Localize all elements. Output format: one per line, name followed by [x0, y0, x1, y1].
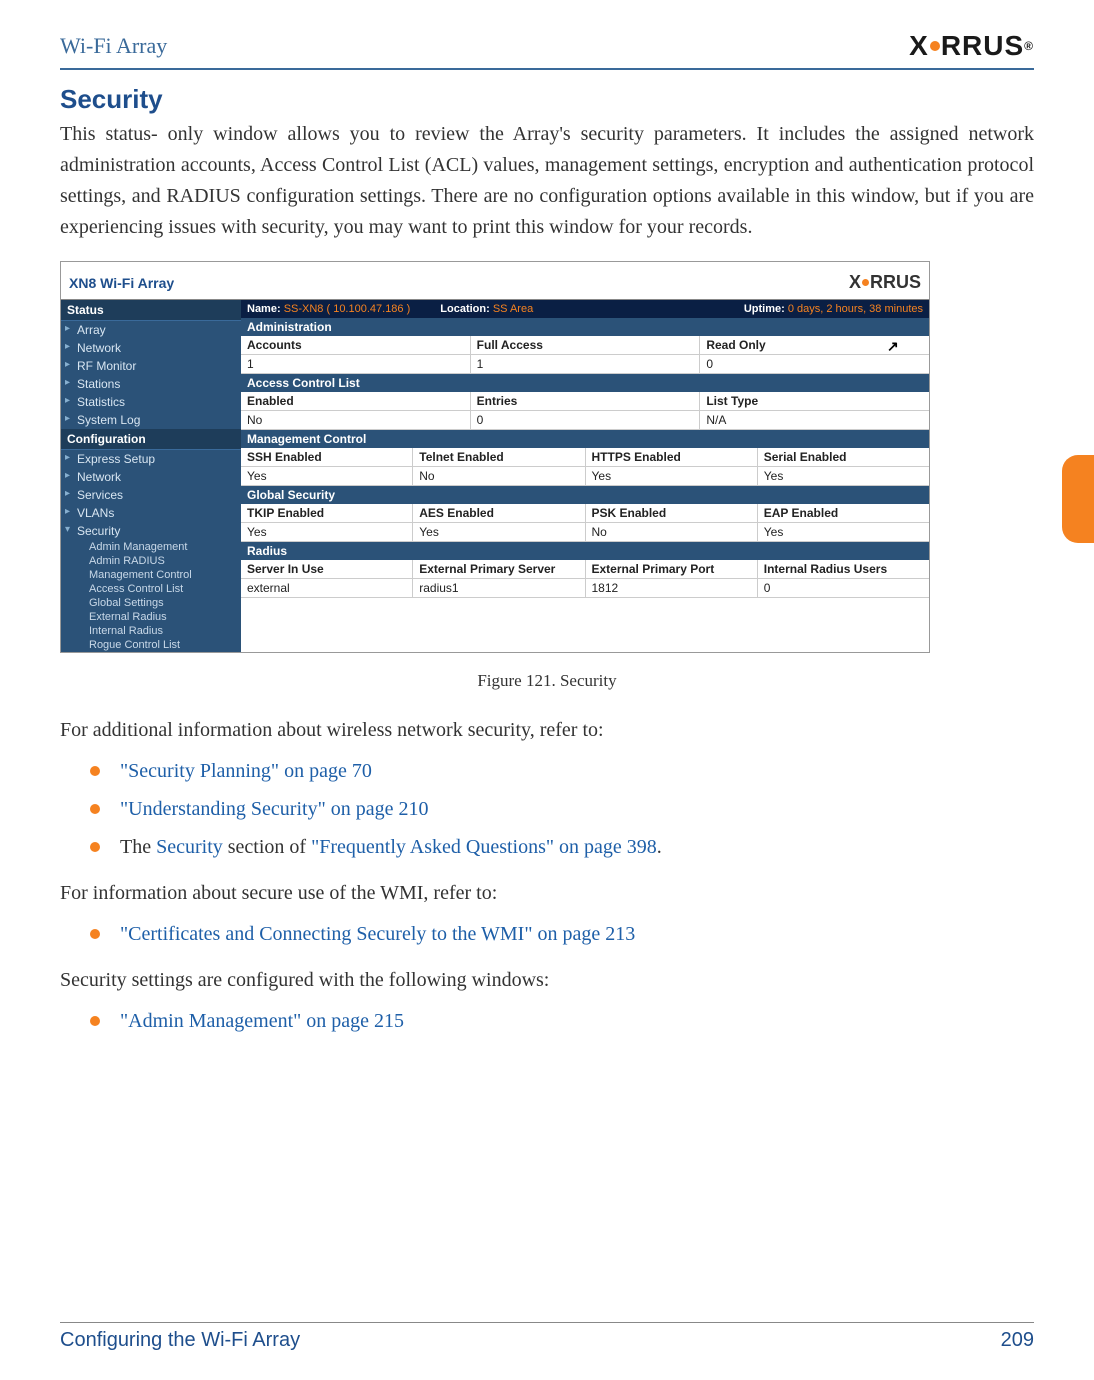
- sidebar-item[interactable]: Network: [61, 339, 241, 357]
- cross-ref-link[interactable]: "Understanding Security" on page 210: [120, 798, 429, 820]
- table-header-cell: Full Access: [471, 336, 701, 354]
- cross-ref-link[interactable]: "Frequently Asked Questions" on page 398: [311, 836, 657, 858]
- table-header-cell: External Primary Server: [413, 560, 585, 578]
- table-cell: Yes: [586, 467, 758, 485]
- sidebar-item[interactable]: Express Setup: [61, 450, 241, 468]
- page-header: Wi-Fi Array XRRUS®: [60, 30, 1034, 70]
- logo-dot-icon: [930, 41, 940, 51]
- cross-ref-link[interactable]: Security: [156, 836, 223, 858]
- table-header-cell: List Type: [700, 392, 929, 410]
- sidebar-subitem[interactable]: External Radius: [61, 610, 241, 624]
- bullet-item: "Certificates and Connecting Securely to…: [60, 915, 1034, 953]
- bullet-list-3: "Admin Management" on page 215: [60, 1002, 1034, 1040]
- section-header: Management Control: [241, 430, 929, 448]
- logo-dot-icon: [862, 279, 869, 286]
- table-header-cell: Entries: [471, 392, 701, 410]
- side-tab-decoration: [1062, 455, 1094, 543]
- sidebar-item[interactable]: System Log: [61, 411, 241, 429]
- page-footer: Configuring the Wi-Fi Array 209: [60, 1322, 1034, 1352]
- brand-logo: XRRUS®: [909, 30, 1034, 62]
- table-header-cell: TKIP Enabled: [241, 504, 413, 522]
- table-cell: Yes: [241, 523, 413, 541]
- table-header-cell: Read Only: [700, 336, 929, 354]
- sidebar-subitem[interactable]: Rogue Control List: [61, 638, 241, 652]
- screenshot-brand-logo: XRRUS: [849, 272, 921, 293]
- sidebar-subitem[interactable]: Management Control: [61, 568, 241, 582]
- table-cell: radius1: [413, 579, 585, 597]
- table-header-cell: Server In Use: [241, 560, 413, 578]
- bullet-item: "Security Planning" on page 70: [60, 752, 1034, 790]
- table-cell: No: [586, 523, 758, 541]
- section-header: Radius: [241, 542, 929, 560]
- table-cell: 1: [471, 355, 701, 373]
- sidebar-subitem[interactable]: Admin Management: [61, 540, 241, 554]
- screenshot-window: XN8 Wi-Fi Array XRRUS Status ArrayNetwor…: [60, 261, 930, 653]
- table-cell: Yes: [758, 523, 929, 541]
- cross-ref-link[interactable]: "Admin Management" on page 215: [120, 1010, 404, 1032]
- sidebar-subitem[interactable]: Access Control List: [61, 582, 241, 596]
- cross-ref-link[interactable]: "Certificates and Connecting Securely to…: [120, 923, 635, 945]
- table-header-cell: HTTPS Enabled: [586, 448, 758, 466]
- sidebar-item[interactable]: Services: [61, 486, 241, 504]
- sidebar-config-header: Configuration: [61, 429, 241, 450]
- table-header-cell: Enabled: [241, 392, 471, 410]
- section-heading: Security: [60, 84, 1034, 115]
- screenshot-main: Name: SS-XN8 ( 10.100.47.186 ) Location:…: [241, 300, 929, 652]
- table-header-cell: AES Enabled: [413, 504, 585, 522]
- sidebar-item[interactable]: RF Monitor: [61, 357, 241, 375]
- para-config-windows: Security settings are configured with th…: [60, 965, 1034, 996]
- table-cell: No: [241, 411, 471, 429]
- screenshot-titlebar: XN8 Wi-Fi Array XRRUS: [61, 262, 929, 300]
- table-cell: N/A: [700, 411, 929, 429]
- sidebar-item[interactable]: VLANs: [61, 504, 241, 522]
- table-cell: 0: [758, 579, 929, 597]
- para-refer-security: For additional information about wireles…: [60, 715, 1034, 746]
- bullet-item: The Security section of "Frequently Aske…: [60, 828, 1034, 866]
- intro-paragraph: This status- only window allows you to r…: [60, 119, 1034, 243]
- cross-ref-link[interactable]: "Security Planning" on page 70: [120, 760, 372, 782]
- screenshot-topbar: Name: SS-XN8 ( 10.100.47.186 ) Location:…: [241, 300, 929, 318]
- table-header-cell: EAP Enabled: [758, 504, 929, 522]
- para-refer-wmi: For information about secure use of the …: [60, 878, 1034, 909]
- sidebar-subitem[interactable]: Admin RADIUS: [61, 554, 241, 568]
- sidebar-status-header: Status: [61, 300, 241, 321]
- table-cell: 1812: [586, 579, 758, 597]
- bullet-item: "Admin Management" on page 215: [60, 1002, 1034, 1040]
- sidebar-item[interactable]: Stations: [61, 375, 241, 393]
- table-header-cell: Telnet Enabled: [413, 448, 585, 466]
- footer-left: Configuring the Wi-Fi Array: [60, 1329, 300, 1352]
- sidebar-item-security[interactable]: Security: [61, 522, 241, 540]
- footer-page-number: 209: [1001, 1329, 1034, 1352]
- sidebar-item[interactable]: Statistics: [61, 393, 241, 411]
- table-cell: 1: [241, 355, 471, 373]
- screenshot-sidebar: Status ArrayNetworkRF MonitorStationsSta…: [61, 300, 241, 652]
- table-header-cell: Internal Radius Users: [758, 560, 929, 578]
- section-header: Access Control List: [241, 374, 929, 392]
- table-cell: Yes: [241, 467, 413, 485]
- sidebar-item[interactable]: Array: [61, 321, 241, 339]
- sidebar-subitem[interactable]: Internal Radius: [61, 624, 241, 638]
- screenshot-window-title: XN8 Wi-Fi Array: [69, 275, 174, 291]
- figure-caption: Figure 121. Security: [60, 671, 1034, 691]
- table-cell: Yes: [413, 523, 585, 541]
- table-cell: Yes: [758, 467, 929, 485]
- table-header-cell: External Primary Port: [586, 560, 758, 578]
- sidebar-subitem[interactable]: Global Settings: [61, 596, 241, 610]
- table-header-cell: Accounts: [241, 336, 471, 354]
- table-cell: external: [241, 579, 413, 597]
- doc-title: Wi-Fi Array: [60, 33, 167, 59]
- table-header-cell: PSK Enabled: [586, 504, 758, 522]
- screenshot-figure: XN8 Wi-Fi Array XRRUS Status ArrayNetwor…: [60, 261, 1034, 653]
- bullet-list-1: "Security Planning" on page 70 "Understan…: [60, 752, 1034, 866]
- table-header-cell: SSH Enabled: [241, 448, 413, 466]
- table-cell: 0: [471, 411, 701, 429]
- bullet-item: "Understanding Security" on page 210: [60, 790, 1034, 828]
- section-header: Global Security: [241, 486, 929, 504]
- table-header-cell: Serial Enabled: [758, 448, 929, 466]
- sidebar-item[interactable]: Network: [61, 468, 241, 486]
- section-header: Administration: [241, 318, 929, 336]
- table-cell: No: [413, 467, 585, 485]
- table-cell: 0: [700, 355, 929, 373]
- bullet-list-2: "Certificates and Connecting Securely to…: [60, 915, 1034, 953]
